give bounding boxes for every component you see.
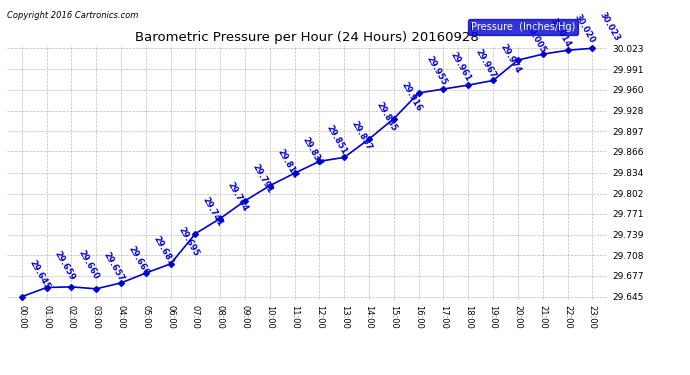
Text: 29.833: 29.833	[300, 135, 324, 168]
Text: 29.660: 29.660	[77, 249, 101, 281]
Text: 29.857: 29.857	[350, 119, 374, 152]
Text: 29.916: 29.916	[400, 81, 424, 113]
Text: 29.659: 29.659	[52, 249, 76, 282]
Text: 30.005: 30.005	[524, 22, 547, 54]
Title: Barometric Pressure per Hour (24 Hours) 20160928: Barometric Pressure per Hour (24 Hours) …	[135, 31, 479, 44]
Text: 30.014: 30.014	[549, 16, 572, 49]
Text: 29.741: 29.741	[201, 195, 225, 228]
Text: Copyright 2016 Cartronics.com: Copyright 2016 Cartronics.com	[7, 11, 138, 20]
Text: 29.791: 29.791	[250, 163, 275, 195]
Text: 29.764: 29.764	[226, 180, 250, 213]
Text: 30.020: 30.020	[573, 12, 597, 45]
Text: 29.814: 29.814	[275, 147, 299, 180]
Legend: Pressure  (Inches/Hg): Pressure (Inches/Hg)	[468, 19, 578, 35]
Text: 30.023: 30.023	[598, 10, 622, 43]
Text: 29.885: 29.885	[375, 101, 399, 134]
Text: 29.666: 29.666	[126, 245, 150, 278]
Text: 29.967: 29.967	[474, 47, 497, 80]
Text: 29.681: 29.681	[151, 235, 175, 267]
Text: 29.695: 29.695	[176, 226, 200, 258]
Text: 29.955: 29.955	[424, 55, 448, 87]
Text: 29.974: 29.974	[499, 42, 522, 75]
Text: 29.961: 29.961	[449, 51, 473, 84]
Text: 29.657: 29.657	[101, 251, 126, 283]
Text: 29.645: 29.645	[28, 258, 51, 291]
Text: 29.851: 29.851	[325, 123, 349, 156]
